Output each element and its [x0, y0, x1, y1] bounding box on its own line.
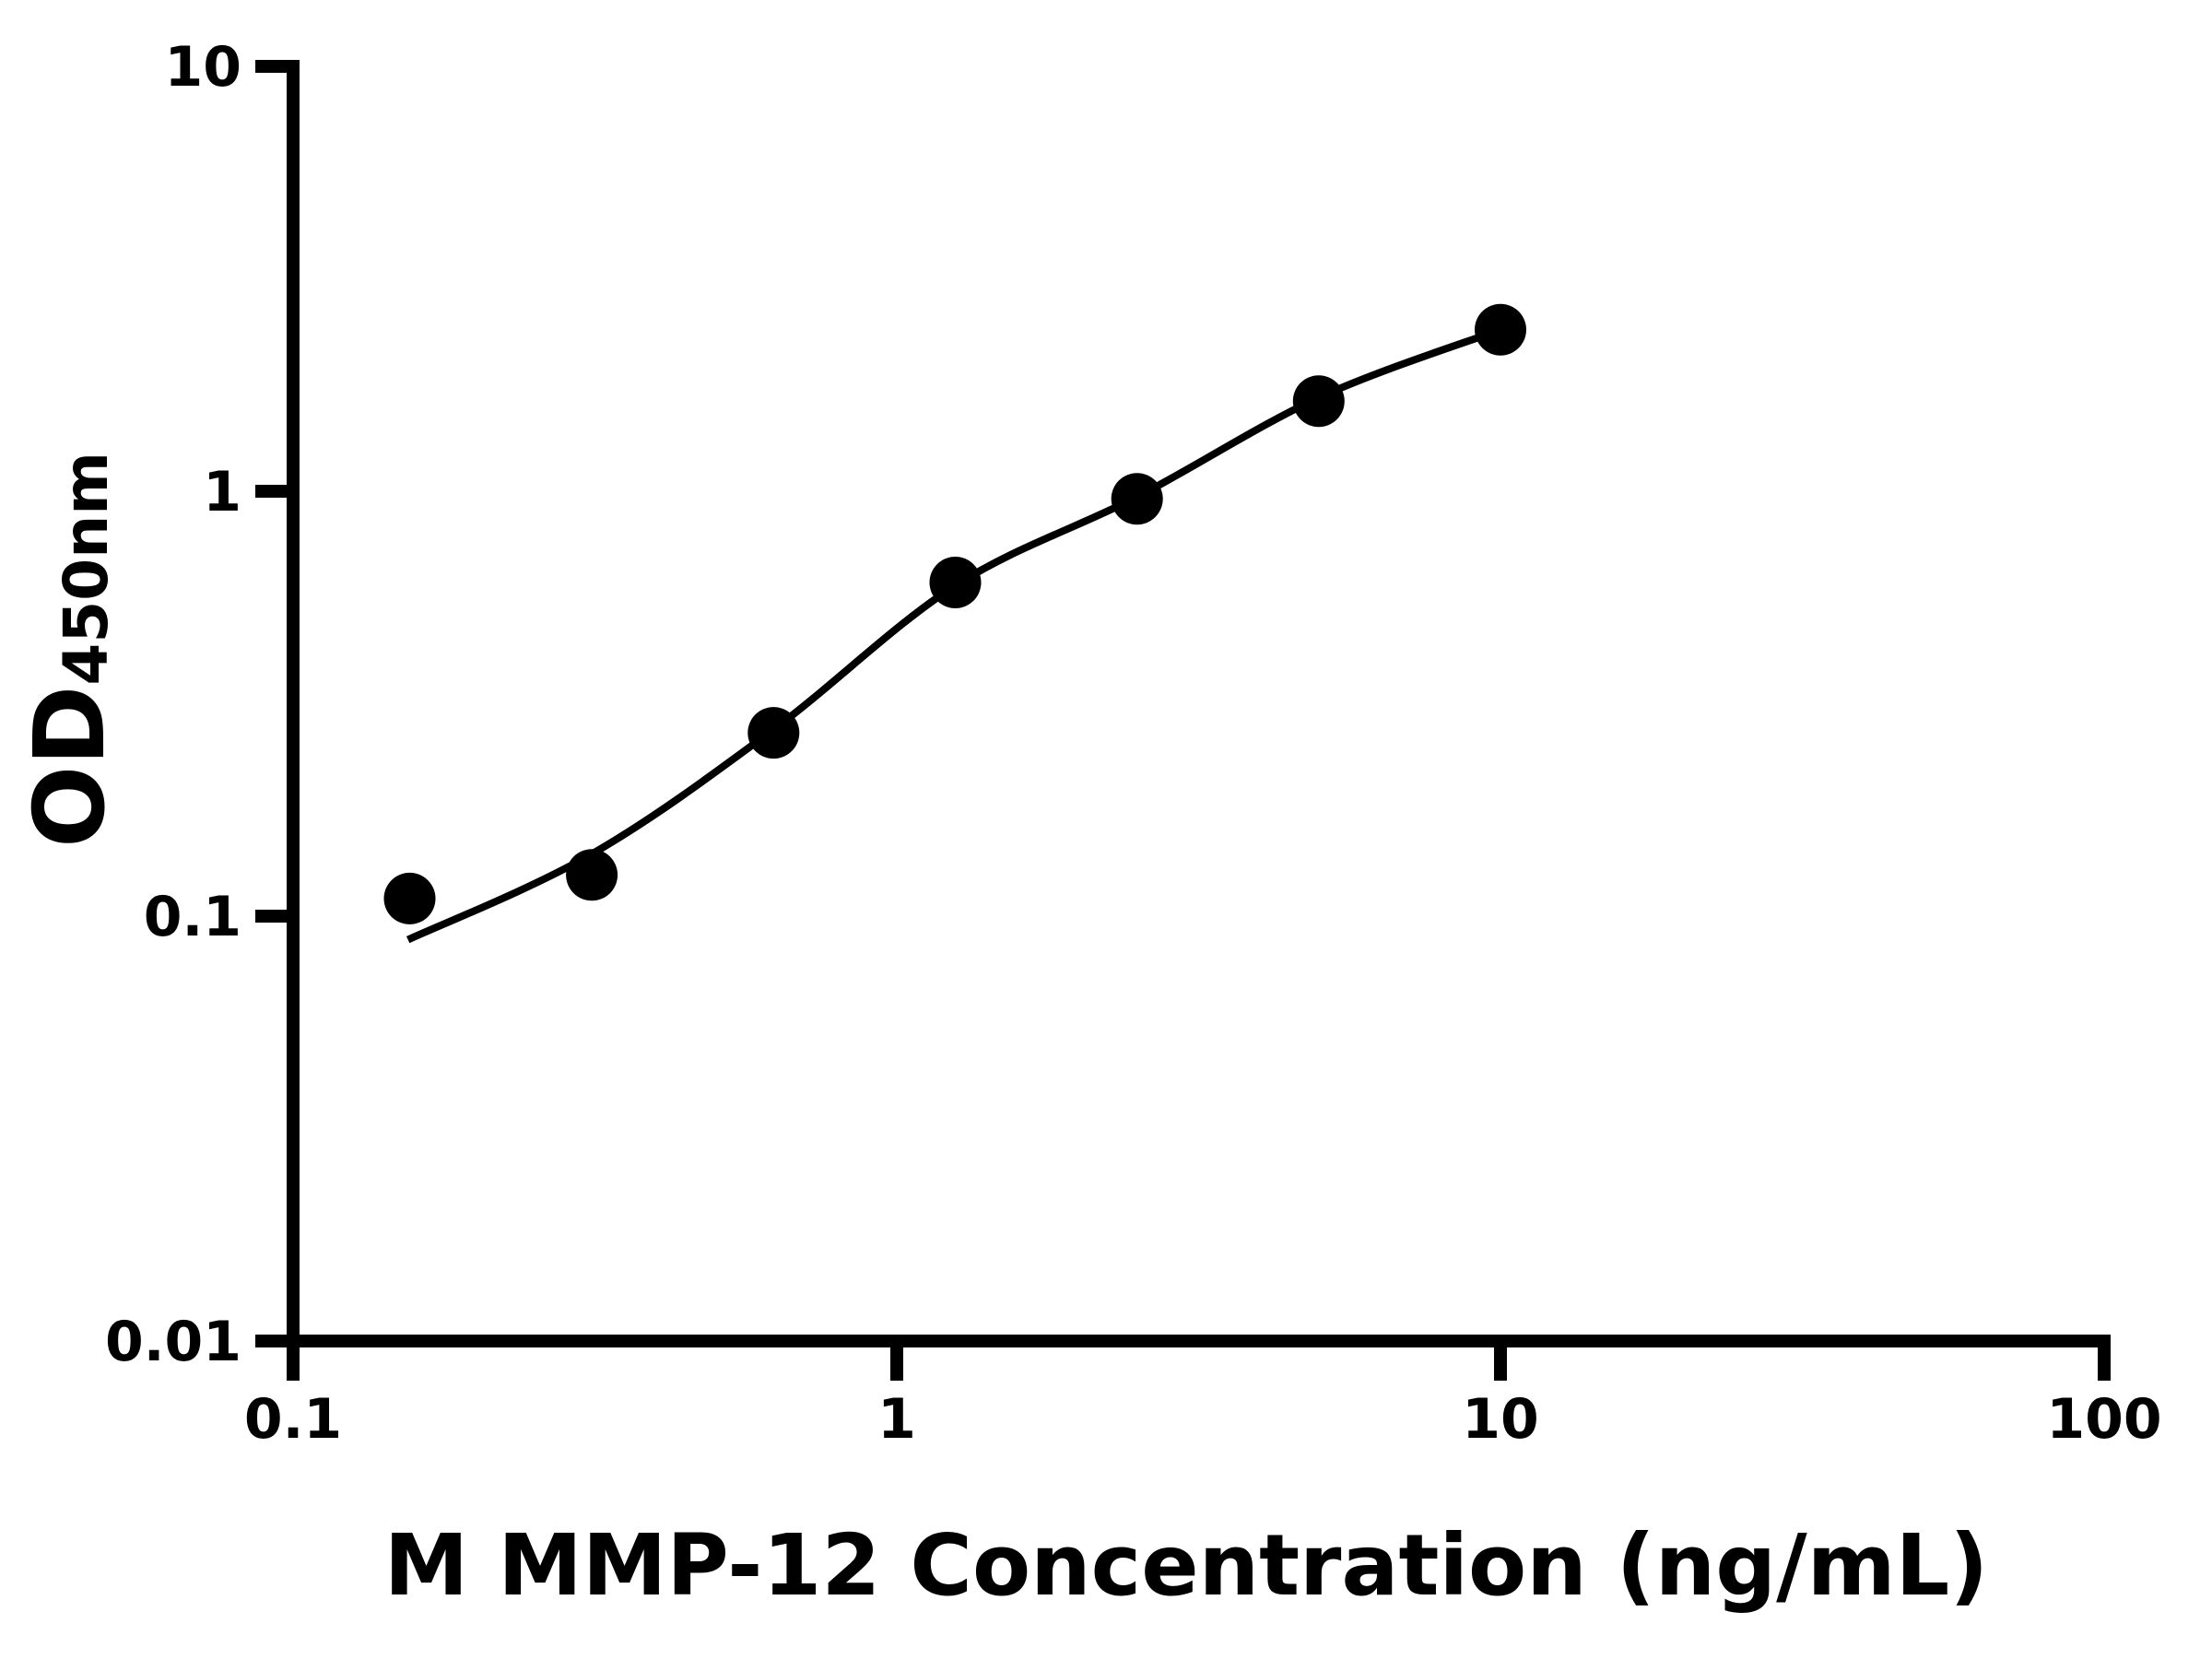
data-point: [929, 557, 982, 608]
y-tick-label: 0.01: [105, 1310, 241, 1374]
y-axis-title-sub: 450nm: [51, 452, 122, 686]
y-axis-title: OD450nm: [14, 452, 126, 848]
data-point: [1292, 375, 1345, 428]
data-point: [566, 849, 618, 901]
data-point: [747, 707, 800, 759]
data-points-group: [383, 303, 1526, 924]
axes-group: [287, 60, 2111, 1347]
y-axis-title-main: OD: [14, 686, 126, 848]
data-point: [383, 872, 436, 924]
data-point: [1475, 303, 1526, 356]
x-axis-title: M MMP-12 Concentration (ng/mL): [384, 1516, 1989, 1615]
x-tick-label: 0.1: [244, 1387, 342, 1452]
y-tick-label: 10: [165, 35, 242, 100]
fit-curve-path: [406, 325, 1502, 944]
fit-curve-group: [406, 325, 1502, 944]
x-tick-label: 100: [2046, 1387, 2161, 1452]
y-tick-label: 0.1: [144, 885, 241, 949]
ticks-group: [255, 60, 2111, 1381]
y-tick-label: 1: [203, 460, 241, 524]
x-tick-label: 10: [1462, 1387, 1539, 1452]
data-point: [1111, 473, 1163, 525]
x-tick-label: 1: [877, 1387, 916, 1452]
